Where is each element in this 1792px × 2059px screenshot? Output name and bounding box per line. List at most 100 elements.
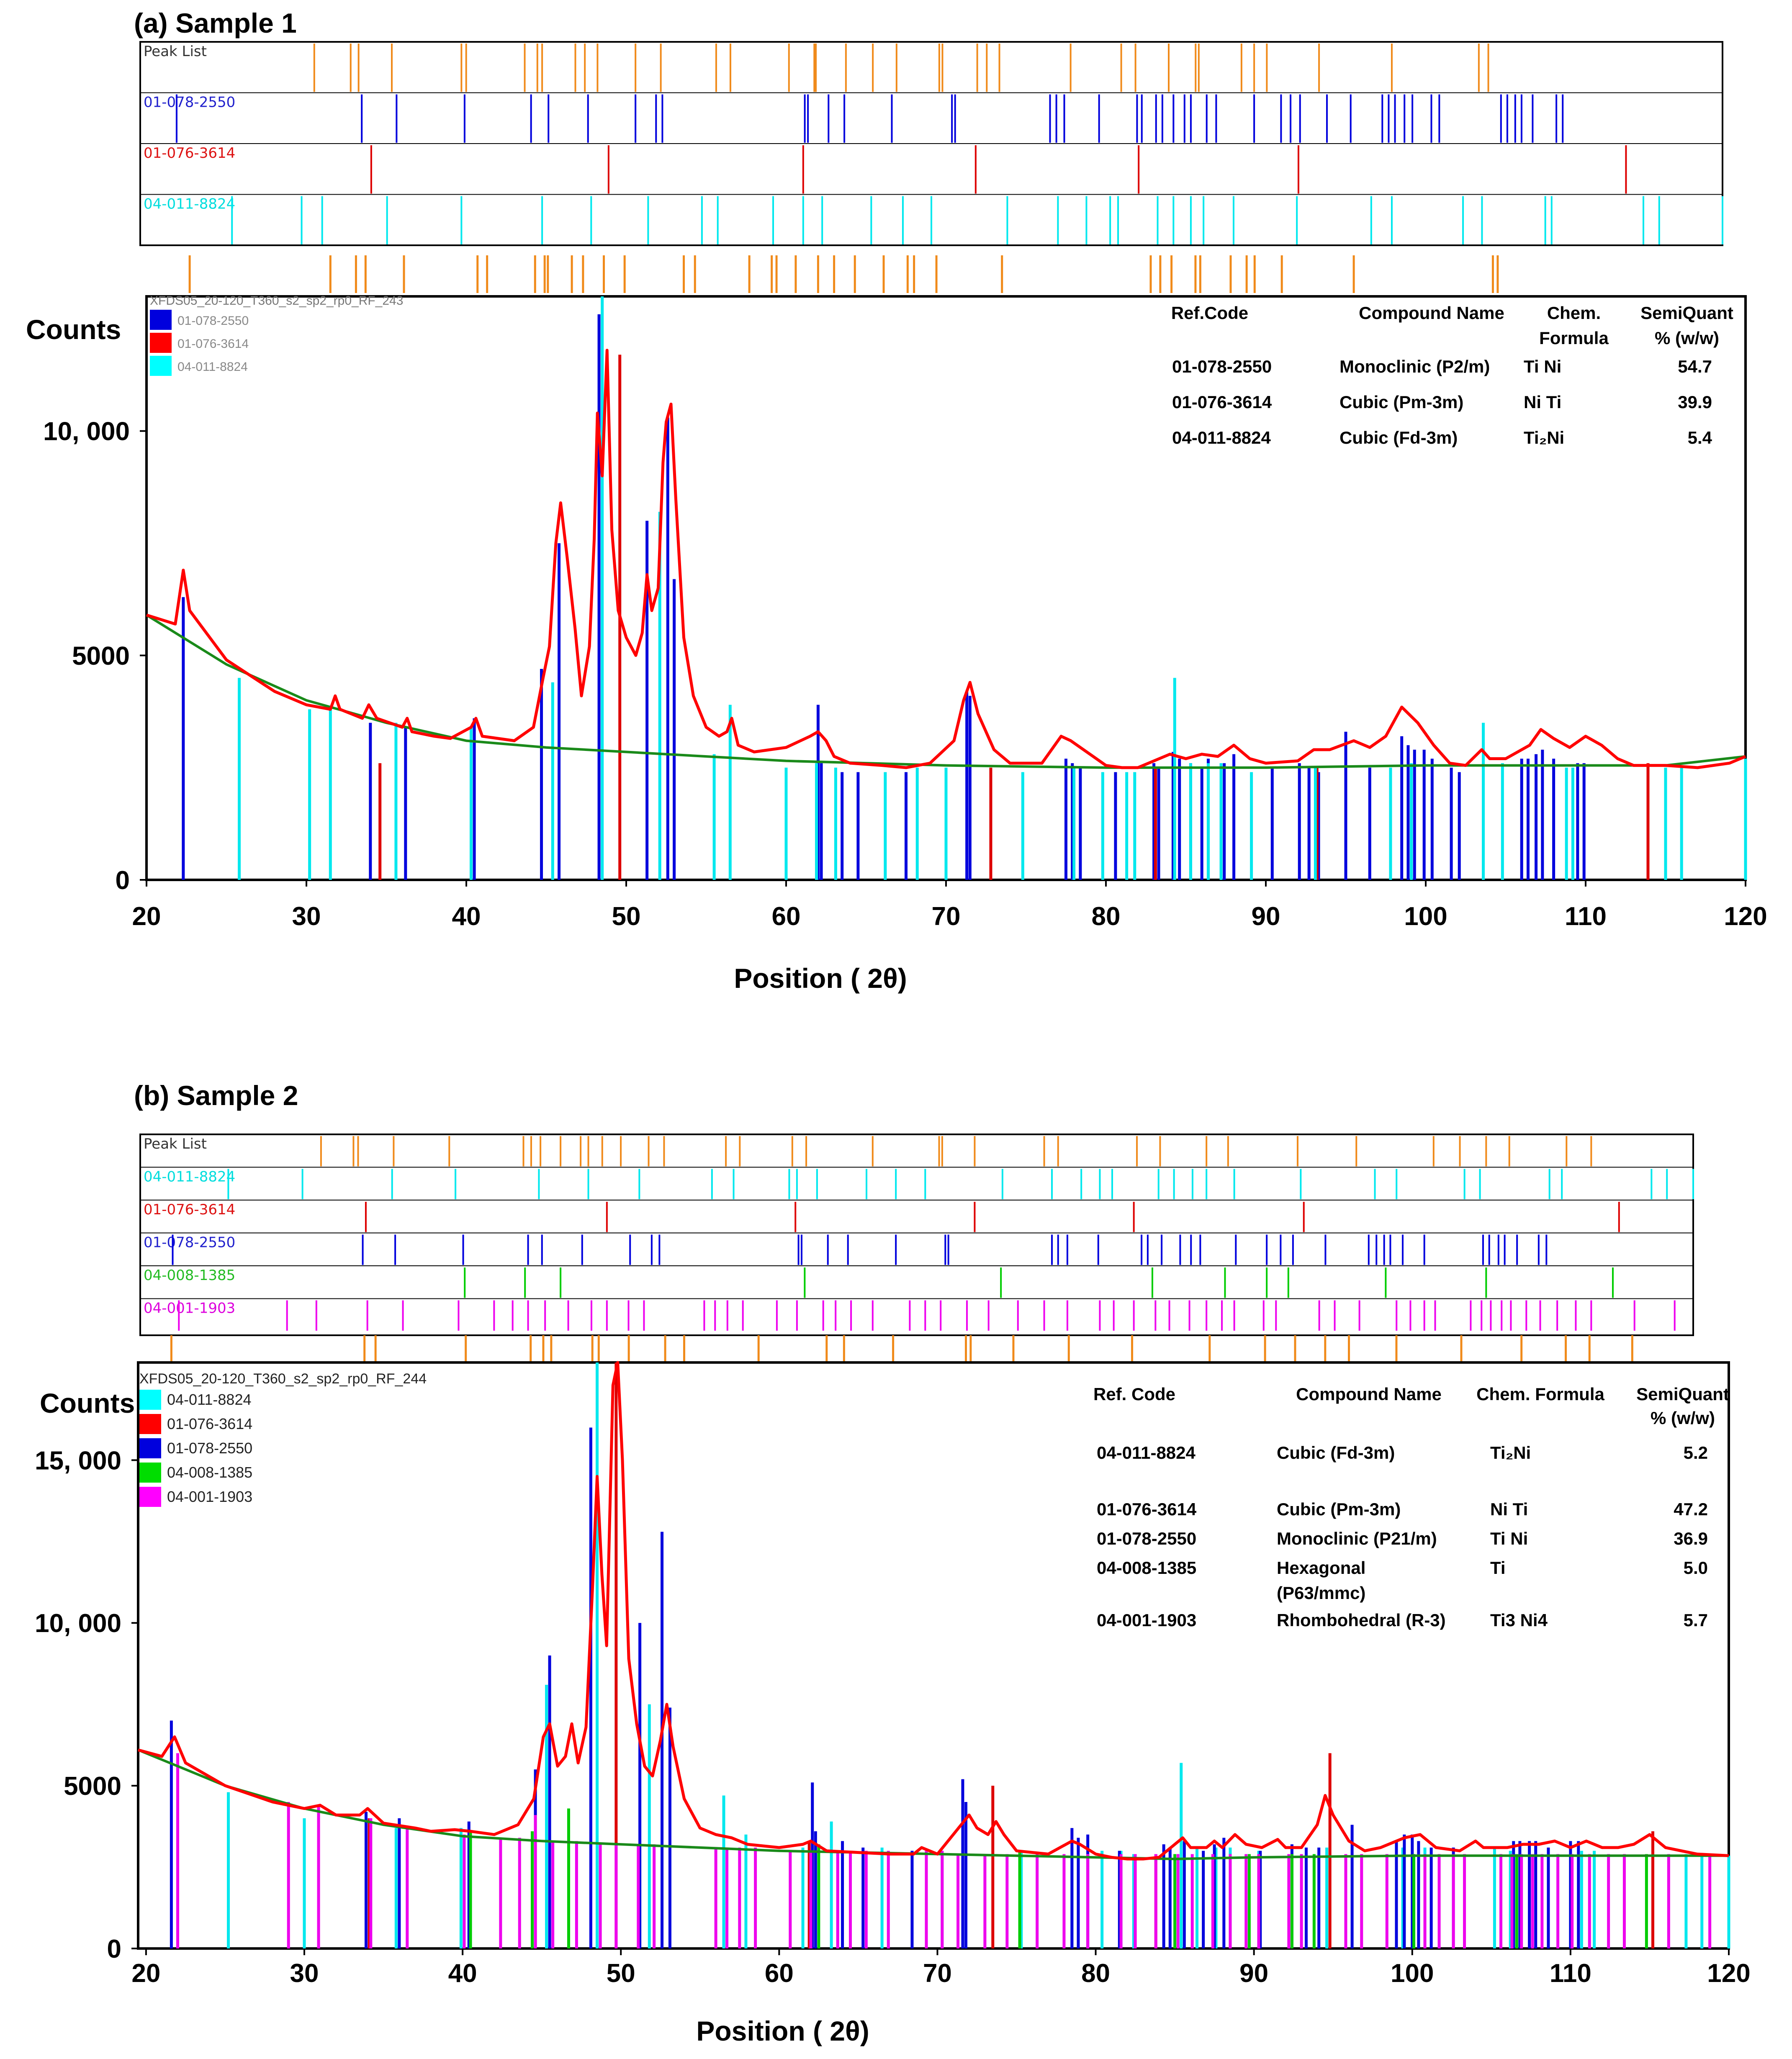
legend-label: 04-001-1903 (167, 1488, 252, 1505)
table-semiquant: 5.0 (1684, 1558, 1708, 1578)
background-line (137, 1748, 1729, 1861)
x-tick-label: 70 (932, 902, 961, 931)
table-semiquant: 5.4 (1688, 428, 1712, 447)
x-tick-label: 60 (772, 902, 801, 931)
y-tick-label: 10, 000 (43, 417, 130, 446)
table-header-semi2: % (w/w) (1655, 328, 1719, 348)
table-header-formula: Chem. (1547, 303, 1601, 323)
legend-swatch (139, 1390, 161, 1410)
x-tick-label: 100 (1391, 1959, 1434, 1988)
panel-a-ylabel: Counts (26, 314, 121, 345)
table-formula: Ti (1490, 1558, 1506, 1578)
panel-b-xlabel: Position ( 2θ) (696, 2015, 869, 2046)
y-tick-label: 0 (107, 1935, 121, 1964)
table-semiquant: 39.9 (1678, 392, 1712, 412)
legend-label: 04-011-8824 (177, 360, 248, 374)
table-formula: Ti Ni (1524, 357, 1561, 376)
table-ref-code: 01-076-3614 (1097, 1499, 1197, 1519)
table-compound-name: Cubic (Pm-3m) (1340, 392, 1463, 412)
table-header-name: Compound Name (1296, 1384, 1442, 1404)
plot-frame (137, 1361, 1730, 1950)
panel-b-ylabel: Counts (40, 1388, 135, 1419)
table-compound-name: Cubic (Pm-3m) (1277, 1499, 1401, 1519)
reference-row-label: 01-078-2550 (144, 94, 235, 111)
table-formula: Ti3 Ni4 (1490, 1610, 1548, 1630)
y-tick-label: 5000 (72, 642, 130, 671)
table-compound-name: Cubic (Fd-3m) (1340, 428, 1458, 447)
table-ref-code: 04-008-1385 (1097, 1558, 1196, 1578)
panel-a-xlabel: Position ( 2θ) (734, 963, 907, 994)
x-tick-label: 120 (1707, 1959, 1750, 1988)
scan-name: XFDS05_20-120_T360_s2_sp2_rp0_RF_243 (150, 294, 403, 308)
table-compound-name: Monoclinic (P21/m) (1277, 1529, 1437, 1548)
table-semiquant: 47.2 (1674, 1499, 1708, 1519)
table-header-ref: Ref. Code (1093, 1384, 1175, 1404)
x-tick-label: 110 (1550, 1959, 1591, 1988)
panel-a-label: (a) Sample 1 (134, 8, 297, 39)
reference-row-label: 01-078-2550 (144, 1234, 235, 1251)
y-tick-label: 5000 (64, 1772, 121, 1801)
x-tick-label: 20 (132, 902, 161, 931)
x-tick-label: 40 (448, 1959, 477, 1988)
legend-label: 04-011-8824 (167, 1391, 252, 1408)
legend-swatch (139, 1414, 161, 1434)
table-header-semi: SemiQuant (1636, 1384, 1729, 1404)
reference-row-label: Peak List (144, 43, 207, 60)
table-formula: Ti Ni (1490, 1529, 1528, 1548)
table-semiquant: 5.7 (1684, 1610, 1708, 1630)
legend-label: 01-076-3614 (177, 337, 249, 351)
legend-swatch (139, 1487, 161, 1507)
table-semiquant: 54.7 (1678, 357, 1712, 376)
table-ref-code: 04-001-1903 (1097, 1610, 1196, 1630)
table-semiquant: 5.2 (1684, 1443, 1708, 1463)
panel-a-chart: Peak List 01-078-2550 01-076-3614 04-011-88… (43, 41, 1767, 931)
table-header-semi2: % (w/w) (1651, 1408, 1715, 1428)
reference-row-label: 04-001-1903 (144, 1300, 235, 1317)
reference-row-label: Peak List (144, 1136, 207, 1152)
x-tick-label: 30 (290, 1959, 319, 1988)
x-tick-label: 70 (923, 1959, 952, 1988)
table-compound-name: Rhombohedral (R-3) (1277, 1610, 1446, 1630)
table-header-semi: SemiQuant (1640, 303, 1733, 323)
reference-row-label: 04-011-8824 (144, 196, 235, 213)
panel-b-chart: Peak List 04-011-8824 01-076-3614 01-078-25… (35, 1134, 1751, 1988)
table-ref-code: 01-078-2550 (1172, 357, 1272, 376)
table-formula: Ni Ti (1524, 392, 1561, 412)
x-tick-label: 40 (452, 902, 481, 931)
x-tick-label: 110 (1565, 902, 1607, 931)
table-formula: Ti₂Ni (1490, 1443, 1531, 1463)
reference-row-label: 04-008-1385 (144, 1267, 235, 1284)
table-ref-code: 04-011-8824 (1172, 428, 1271, 447)
table-compound-name: Hexagonal (1277, 1558, 1365, 1578)
table-ref-code: 01-078-2550 (1097, 1529, 1196, 1548)
scan-name: XFDS05_20-120_T360_s2_sp2_rp0_RF_244 (139, 1371, 427, 1387)
reference-row-label: 01-076-3614 (144, 145, 235, 162)
panel-b-label: (b) Sample 2 (134, 1080, 298, 1111)
y-tick-label: 10, 000 (35, 1609, 121, 1638)
legend-swatch (139, 1438, 161, 1458)
table-header-name: Compound Name (1359, 303, 1504, 323)
y-tick-label: 15, 000 (35, 1446, 121, 1475)
x-tick-label: 50 (612, 902, 641, 931)
legend-swatch (150, 356, 172, 376)
legend-label: 04-008-1385 (167, 1464, 252, 1481)
measured-pattern-line (146, 349, 1746, 769)
x-tick-label: 100 (1404, 902, 1447, 931)
x-tick-label: 60 (765, 1959, 794, 1988)
legend-label: 01-078-2550 (177, 314, 249, 328)
table-ref-code: 04-011-8824 (1097, 1443, 1196, 1463)
x-tick-label: 30 (292, 902, 321, 931)
table-formula: Ti₂Ni (1524, 428, 1564, 447)
table-compound-name: Monoclinic (P2/m) (1340, 357, 1490, 376)
table-compound-name: Cubic (Fd-3m) (1277, 1443, 1395, 1463)
legend-label: 01-078-2550 (167, 1440, 252, 1457)
x-tick-label: 20 (131, 1959, 160, 1988)
reference-row-label: 04-011-8824 (144, 1169, 235, 1185)
x-tick-label: 90 (1239, 1959, 1268, 1988)
x-tick-label: 50 (607, 1959, 635, 1988)
table-header-ref: Ref.Code (1171, 303, 1248, 323)
legend-swatch (150, 310, 172, 330)
reference-row-label: 01-076-3614 (144, 1201, 235, 1218)
legend-swatch (150, 333, 172, 353)
